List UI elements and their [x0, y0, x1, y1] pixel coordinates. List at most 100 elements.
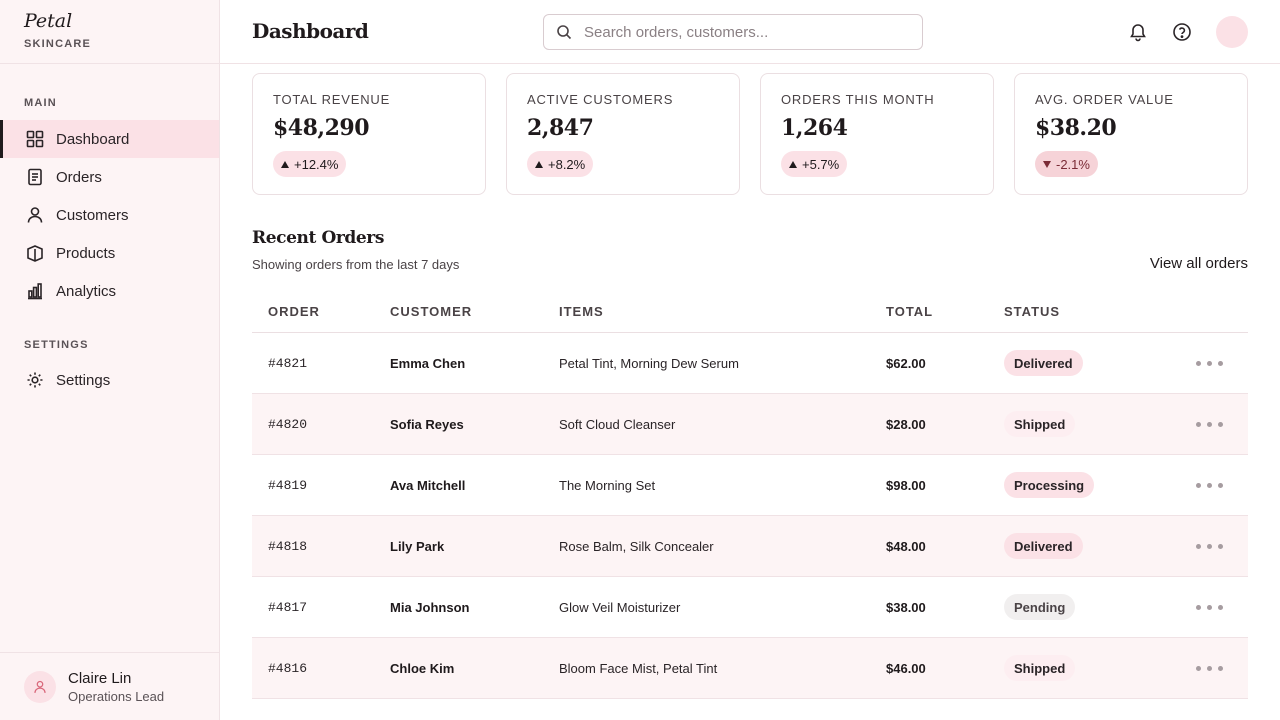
sidebar-item-label: Products	[56, 244, 116, 262]
more-icon	[1196, 604, 1223, 610]
stat-card-avg-order: AVG. ORDER VALUE $38.20 -2.1%	[1014, 73, 1248, 195]
more-icon	[1196, 543, 1223, 549]
row-actions-button[interactable]	[1196, 577, 1223, 637]
more-icon	[1196, 421, 1223, 427]
user-profile[interactable]: Claire Lin Operations Lead	[0, 652, 219, 720]
row-actions-button[interactable]	[1196, 394, 1223, 454]
order-id: #4820	[268, 416, 308, 432]
order-total: $38.00	[886, 599, 926, 615]
grid-icon	[26, 130, 44, 148]
column-header-status[interactable]: STATUS	[1004, 304, 1061, 319]
table-row[interactable]: #4818 Lily Park Rose Balm, Silk Concealer $…	[252, 516, 1248, 577]
trend-up-icon	[789, 160, 797, 168]
column-header-total[interactable]: TOTAL	[886, 304, 934, 319]
order-total: $48.00	[886, 538, 926, 554]
table-row[interactable]: #4817 Mia Johnson Glow Veil Moisturizer $38…	[252, 577, 1248, 638]
user-icon	[26, 206, 44, 224]
document-icon	[26, 168, 44, 186]
sidebar-item-label: Dashboard	[56, 130, 130, 148]
sidebar-item-orders[interactable]: Orders	[0, 158, 219, 196]
row-actions-button[interactable]	[1196, 516, 1223, 576]
row-actions-button[interactable]	[1196, 455, 1223, 515]
header: Dashboard	[220, 0, 1280, 64]
column-header-customer[interactable]: CUSTOMER	[390, 304, 473, 319]
user-icon	[34, 680, 46, 693]
order-id: #4816	[268, 660, 308, 676]
nav-section-main: MAIN	[24, 97, 57, 109]
order-items: Glow Veil Moisturizer	[559, 599, 681, 615]
status-badge: Delivered	[1004, 533, 1083, 559]
sidebar-item-analytics[interactable]: Analytics	[0, 272, 219, 310]
nav-section-settings: SETTINGS	[24, 339, 89, 351]
order-total: $46.00	[886, 660, 926, 676]
status-cell: Processing	[1004, 455, 1095, 515]
order-id: #4817	[268, 599, 308, 615]
search-input[interactable]	[584, 23, 904, 41]
order-items: Rose Balm, Silk Concealer	[559, 538, 714, 554]
search-box[interactable]	[543, 14, 923, 50]
trend-down-icon	[1043, 160, 1051, 168]
brand-subtitle: SKINCARE	[24, 38, 92, 50]
column-header-order[interactable]: ORDER	[268, 304, 320, 319]
sidebar-item-label: Settings	[56, 371, 111, 389]
table-body: #4821 Emma Chen Petal Tint, Morning Dew Se…	[252, 333, 1248, 699]
sidebar-item-label: Customers	[56, 206, 129, 224]
order-total: $28.00	[886, 416, 926, 432]
customer-name: Chloe Kim	[390, 660, 455, 676]
header-avatar[interactable]	[1216, 16, 1248, 48]
order-items: Petal Tint, Morning Dew Serum	[559, 355, 739, 371]
order-items: Bloom Face Mist, Petal Tint	[559, 660, 718, 676]
sidebar-item-settings[interactable]: Settings	[0, 361, 219, 399]
table-row[interactable]: #4816 Chloe Kim Bloom Face Mist, Petal Tin…	[252, 638, 1248, 699]
order-total: $62.00	[886, 355, 926, 371]
stat-change-badge: +12.4%	[273, 151, 347, 177]
sidebar: Petal SKINCARE MAIN Dashboard Orders Cus…	[0, 0, 220, 720]
recent-orders-subtitle: Showing orders from the last 7 days	[252, 257, 460, 272]
order-items: Soft Cloud Cleanser	[559, 416, 676, 432]
order-id: #4818	[268, 538, 308, 554]
orders-table: ORDER CUSTOMER ITEMS TOTAL STATUS #4821 E…	[252, 288, 1248, 699]
sidebar-item-customers[interactable]: Customers	[0, 196, 219, 234]
stat-change-badge: +8.2%	[527, 151, 594, 177]
stat-label: AVG. ORDER VALUE	[1035, 92, 1174, 107]
stat-label: ORDERS THIS MONTH	[781, 92, 935, 107]
user-role: Operations Lead	[68, 688, 165, 704]
sidebar-item-label: Analytics	[56, 282, 117, 300]
column-header-items[interactable]: ITEMS	[559, 304, 604, 319]
status-cell: Delivered	[1004, 516, 1083, 576]
table-row[interactable]: #4821 Emma Chen Petal Tint, Morning Dew Se…	[252, 333, 1248, 394]
bell-icon[interactable]	[1128, 22, 1148, 42]
help-icon[interactable]	[1172, 22, 1192, 42]
order-items: The Morning Set	[559, 477, 656, 493]
table-row[interactable]: #4820 Sofia Reyes Soft Cloud Cleanser $28.0…	[252, 394, 1248, 455]
status-badge: Delivered	[1004, 350, 1083, 376]
package-icon	[26, 244, 44, 262]
sidebar-item-dashboard[interactable]: Dashboard	[0, 120, 219, 158]
stat-change: -2.1%	[1056, 156, 1090, 172]
stat-label: ACTIVE CUSTOMERS	[527, 92, 674, 107]
sidebar-item-products[interactable]: Products	[0, 234, 219, 272]
table-header: ORDER CUSTOMER ITEMS TOTAL STATUS	[252, 288, 1248, 333]
row-actions-button[interactable]	[1196, 333, 1223, 393]
user-name: Claire Lin	[68, 669, 132, 687]
gear-icon	[26, 371, 44, 389]
customer-name: Ava Mitchell	[390, 477, 466, 493]
view-all-orders-link[interactable]: View all orders	[1149, 255, 1248, 272]
stat-label: TOTAL REVENUE	[273, 92, 391, 107]
brand[interactable]: Petal SKINCARE	[0, 0, 219, 64]
customer-name: Sofia Reyes	[390, 416, 464, 432]
stat-card-orders: ORDERS THIS MONTH 1,264 +5.7%	[760, 73, 994, 195]
stat-value: 1,264	[781, 115, 848, 141]
stat-value: $38.20	[1035, 115, 1117, 141]
sidebar-item-label: Orders	[56, 168, 102, 186]
more-icon	[1196, 482, 1223, 488]
row-actions-button[interactable]	[1196, 638, 1223, 698]
stat-card-revenue: TOTAL REVENUE $48,290 +12.4%	[252, 73, 486, 195]
recent-orders-title: Recent Orders	[252, 228, 385, 248]
table-row[interactable]: #4819 Ava Mitchell The Morning Set $98.00 Pr…	[252, 455, 1248, 516]
order-id: #4821	[268, 355, 308, 371]
status-cell: Shipped	[1004, 394, 1076, 454]
stat-value: 2,847	[527, 115, 594, 141]
status-badge: Processing	[1004, 472, 1095, 498]
